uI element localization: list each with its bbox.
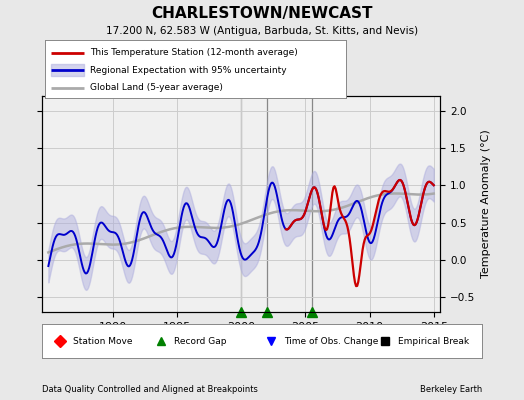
Text: This Temperature Station (12-month average): This Temperature Station (12-month avera… xyxy=(90,48,298,57)
Text: Time of Obs. Change: Time of Obs. Change xyxy=(284,336,378,346)
Text: Global Land (5-year average): Global Land (5-year average) xyxy=(90,83,223,92)
Text: 17.200 N, 62.583 W (Antigua, Barbuda, St. Kitts, and Nevis): 17.200 N, 62.583 W (Antigua, Barbuda, St… xyxy=(106,26,418,36)
Text: Berkeley Earth: Berkeley Earth xyxy=(420,385,482,394)
Text: CHARLESTOWN/NEWCAST: CHARLESTOWN/NEWCAST xyxy=(151,6,373,21)
Text: Data Quality Controlled and Aligned at Breakpoints: Data Quality Controlled and Aligned at B… xyxy=(42,385,258,394)
Text: Empirical Break: Empirical Break xyxy=(398,336,470,346)
Text: Regional Expectation with 95% uncertainty: Regional Expectation with 95% uncertaint… xyxy=(90,66,286,75)
Y-axis label: Temperature Anomaly (°C): Temperature Anomaly (°C) xyxy=(481,130,490,278)
Text: Station Move: Station Move xyxy=(73,336,132,346)
Text: Record Gap: Record Gap xyxy=(174,336,226,346)
